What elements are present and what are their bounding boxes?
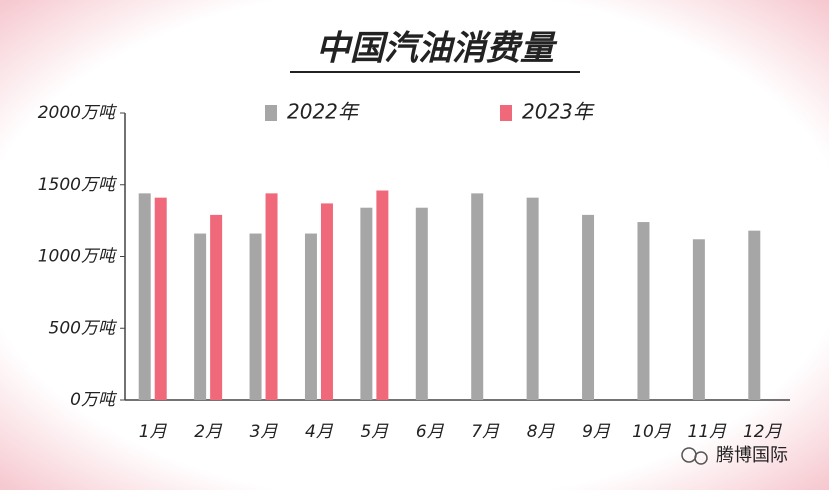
bar: [138, 193, 151, 400]
y-tick-label: 1500万吨: [38, 175, 118, 195]
bar: [526, 197, 539, 400]
x-tick-label: 5月: [360, 422, 389, 442]
bar: [249, 233, 262, 400]
x-tick-label: 7月: [471, 422, 500, 442]
chart-title: 中国汽油消费量: [316, 29, 558, 69]
bar: [265, 193, 278, 400]
x-tick-label: 3月: [250, 422, 279, 442]
x-tick-label: 12月: [743, 422, 783, 442]
bar: [154, 197, 167, 400]
bar: [471, 193, 484, 400]
bar: [320, 203, 333, 400]
bar: [194, 233, 207, 400]
y-tick-label: 2000万吨: [38, 103, 118, 123]
bar: [748, 230, 761, 400]
x-tick-label: 10月: [632, 422, 672, 442]
bar: [360, 207, 373, 400]
x-tick-label: 11月: [688, 422, 728, 442]
legend-swatch: [500, 105, 512, 121]
watermark: 腾博国际: [681, 445, 788, 466]
legend-label: 2023年: [522, 100, 595, 124]
x-tick-label: 2月: [194, 422, 223, 442]
x-tick-label: 6月: [416, 422, 445, 442]
y-tick-label: 1000万吨: [38, 247, 118, 267]
x-tick-label: 4月: [305, 422, 334, 442]
bar: [582, 214, 595, 400]
watermark-icon: [694, 451, 708, 465]
x-tick-label: 9月: [582, 422, 611, 442]
bar: [415, 207, 428, 400]
legend-label: 2022年: [287, 100, 360, 124]
y-tick-label: 500万吨: [49, 318, 118, 338]
x-tick-label: 1月: [139, 422, 168, 442]
bar: [210, 214, 223, 400]
bar: [692, 239, 705, 400]
y-tick-label: 0万吨: [70, 390, 118, 410]
bar: [304, 233, 317, 400]
bar: [376, 190, 389, 400]
legend-swatch: [265, 105, 277, 121]
x-tick-label: 8月: [527, 422, 556, 442]
watermark-text: 腾博国际: [716, 445, 788, 466]
bar: [637, 222, 650, 400]
